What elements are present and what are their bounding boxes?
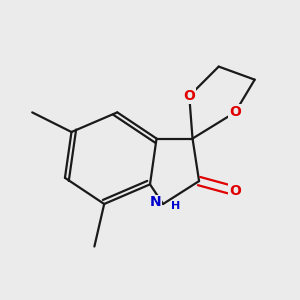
Text: O: O (229, 184, 241, 198)
Text: N: N (150, 195, 161, 209)
Text: O: O (229, 105, 241, 119)
Text: H: H (171, 201, 181, 211)
Text: O: O (183, 89, 195, 103)
